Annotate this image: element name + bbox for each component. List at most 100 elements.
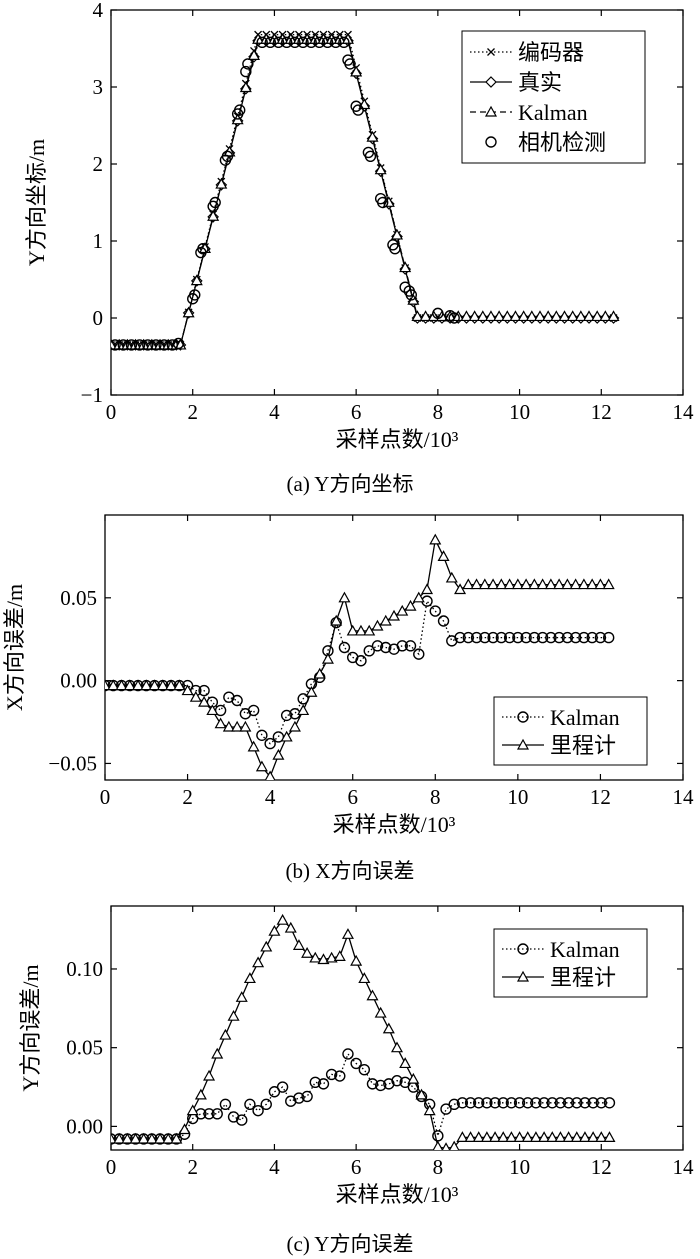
data-point (198, 684, 210, 697)
data-point (313, 36, 326, 49)
data-point (242, 58, 254, 70)
data-point (338, 591, 351, 603)
x-tick-label: 12 (590, 785, 611, 809)
x-tick-label: 4 (265, 785, 276, 809)
data-point (137, 1132, 150, 1144)
data-point (203, 1108, 215, 1120)
data-point (137, 338, 150, 350)
data-point (115, 679, 128, 691)
data-point (415, 1088, 428, 1100)
data-point (194, 1088, 207, 1100)
data-point (495, 631, 508, 644)
data-point (366, 130, 379, 142)
data-point (562, 1097, 575, 1109)
data-point (503, 631, 516, 644)
x-tick-label: 4 (269, 1155, 280, 1179)
data-point (244, 1098, 256, 1111)
chart-a-svg: 0 2 4 6 8 10 12 14−101234采样点数/10³Y方向坐标/m编码器真实Ka… (24, 0, 694, 452)
series-line (111, 1052, 610, 1140)
x-tick-label: 10 (509, 1155, 530, 1179)
legend-marker (516, 970, 530, 982)
x-tick-label: 2 (187, 400, 198, 424)
data-point (121, 1132, 134, 1144)
data-point (123, 679, 136, 691)
x-tick-label: 8 (433, 1155, 444, 1179)
data-point (484, 310, 497, 322)
data-point (158, 339, 170, 351)
data-point (578, 1131, 591, 1143)
data-point (432, 1140, 444, 1150)
data-point (211, 1047, 224, 1059)
data-point (468, 310, 481, 322)
data-point (276, 1081, 289, 1093)
data-point (154, 1132, 167, 1144)
data-point (145, 1132, 158, 1144)
data-point (297, 704, 310, 716)
data-point (181, 684, 194, 696)
y-tick-label: 0.00 (60, 669, 97, 693)
data-point (456, 1131, 469, 1143)
data-point (264, 737, 276, 750)
data-point (561, 578, 574, 590)
data-point (231, 720, 244, 732)
x-axis-label: 采样点数/10³ (333, 812, 456, 837)
data-point (107, 679, 120, 691)
y-tick-label: 0 (93, 306, 104, 330)
data-point (522, 1097, 534, 1109)
data-point (429, 533, 442, 545)
data-point (162, 338, 175, 350)
data-point (313, 667, 326, 679)
data-point (209, 196, 221, 209)
data-point (344, 58, 356, 70)
x-tick-label: 14 (673, 785, 695, 809)
data-point (374, 163, 387, 175)
data-point (341, 928, 354, 939)
data-point (520, 631, 532, 644)
data-point (464, 1131, 477, 1143)
data-point (407, 1072, 420, 1084)
data-point (586, 631, 598, 644)
legend-label: 相机检测 (518, 130, 606, 155)
data-point (142, 339, 154, 351)
data-point (404, 640, 417, 652)
y-tick-label: −1 (81, 383, 103, 407)
plot-frame (104, 514, 684, 781)
data-point (473, 1097, 485, 1109)
data-point (145, 338, 158, 350)
data-point (371, 640, 384, 652)
data-point (190, 274, 203, 286)
chart-c-svg: 0 2 4 6 8 10 12 14 0.00 0.05 0.10 采样点数/10³ Y方向误差/m Ka… (18, 905, 695, 1207)
data-point (186, 1104, 199, 1116)
data-point (566, 310, 579, 322)
data-point (280, 36, 293, 49)
legend-label: Kalman (518, 100, 588, 125)
data-point (325, 951, 338, 963)
data-point (364, 150, 377, 163)
data-point (243, 972, 256, 984)
data-point (554, 1097, 567, 1109)
data-point (256, 729, 268, 741)
data-point (583, 310, 596, 322)
data-point (533, 310, 547, 322)
data-point (399, 281, 411, 293)
data-point (423, 1104, 436, 1116)
legend-marker (487, 48, 495, 56)
data-point (528, 631, 541, 644)
y-tick-label: 3 (93, 75, 104, 99)
data-point (172, 337, 185, 350)
data-point (366, 1078, 379, 1090)
figure-a: 0 2 4 6 8 10 12 14 −1 0 1 2 3 4 采样点数/10³ Y方向坐标/m 编码器 真实 Ka… (0, 0, 700, 500)
y-axis-label: X方向误差/m (2, 584, 27, 711)
data-point (448, 1098, 460, 1111)
data-point (594, 631, 607, 644)
data-point (481, 1097, 493, 1109)
data-point (264, 770, 276, 780)
chart-b-svg: 0 2 4 6 8 10 12 14 −0.05 0.00 0.05 采样点数/10³ X方向误差/m K… (2, 514, 695, 837)
data-point (542, 310, 555, 322)
x-tick-label: 14 (673, 1155, 695, 1179)
data-point (129, 1132, 142, 1144)
data-point (497, 1131, 510, 1143)
data-point (501, 310, 514, 322)
data-point (578, 631, 590, 644)
